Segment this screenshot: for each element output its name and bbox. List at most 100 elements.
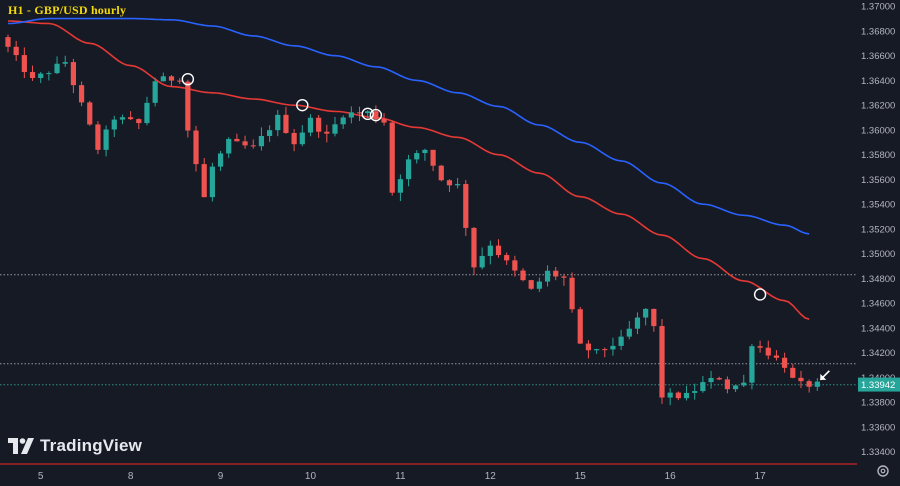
candle-body [226, 138, 232, 154]
candle-body [62, 62, 68, 64]
candle-body [790, 367, 796, 378]
candle [283, 106, 289, 134]
touch-marker [369, 108, 383, 122]
candle [618, 329, 624, 350]
candle-body [275, 114, 281, 131]
candle-body [765, 347, 771, 356]
candles [5, 34, 820, 406]
candle [667, 388, 673, 406]
candle-body [643, 308, 649, 318]
candle [610, 337, 616, 356]
candle [242, 135, 248, 149]
candle [602, 347, 608, 358]
candle [405, 154, 412, 187]
candle-body [610, 345, 616, 350]
candle [782, 352, 788, 373]
price-tag-label: 1.33942 [861, 380, 895, 391]
candle [365, 110, 371, 119]
candle-body [193, 130, 199, 165]
candle-body [471, 227, 477, 268]
touch-markers [181, 72, 830, 381]
candle-body [136, 119, 142, 124]
candle [275, 109, 281, 137]
touch-marker [296, 98, 309, 112]
candle-body [177, 80, 183, 82]
candle [692, 383, 698, 400]
candle-body [185, 81, 191, 131]
candle [561, 273, 567, 286]
candle-body [78, 85, 85, 103]
candle-body [463, 184, 469, 228]
candle [185, 79, 191, 138]
candle [724, 376, 730, 394]
candle-body [479, 255, 485, 268]
candle [790, 364, 796, 379]
candle [144, 96, 150, 126]
candle [356, 106, 363, 122]
arrow-icon [819, 370, 830, 381]
x-tick-label: 10 [305, 471, 317, 482]
candle-body [422, 149, 428, 154]
candle-body [291, 132, 297, 145]
candle [70, 58, 76, 94]
candle-body [577, 309, 583, 344]
candle [5, 34, 11, 53]
candle-body [536, 281, 542, 289]
y-tick-label: 1.35800 [861, 150, 895, 161]
candle [487, 240, 493, 265]
candle [430, 149, 436, 171]
candle [773, 350, 780, 361]
y-tick-label: 1.36000 [861, 125, 895, 136]
candle [152, 77, 158, 107]
candle [438, 164, 444, 182]
candle-body [708, 378, 714, 383]
candle [226, 137, 232, 158]
candle-body [741, 382, 747, 386]
candle [332, 116, 338, 137]
touch-marker [361, 107, 374, 121]
candle-body [683, 392, 690, 399]
candle-body [21, 55, 27, 73]
candle-body [332, 124, 338, 134]
gear-icon[interactable] [876, 464, 890, 478]
candle-body [487, 245, 493, 256]
candle-body [773, 355, 780, 358]
arrow-head [820, 373, 827, 380]
candle [54, 56, 60, 75]
candle-body [798, 377, 804, 382]
candle [544, 265, 551, 287]
candle-body [626, 328, 632, 337]
y-tick-label: 1.36800 [861, 26, 895, 37]
y-tick-label: 1.35000 [861, 249, 895, 260]
candle-body [732, 385, 739, 390]
candle-body [201, 164, 207, 198]
horizontal-levels [0, 274, 857, 386]
candle [446, 179, 453, 192]
candle [651, 308, 657, 332]
candle-body [806, 381, 812, 387]
candle [160, 72, 166, 82]
candle-body [54, 63, 60, 74]
x-tick-label: 12 [485, 471, 497, 482]
candle [111, 115, 117, 138]
ma-blue-line [7, 17, 810, 235]
candle-body [569, 277, 575, 310]
candle-body [389, 122, 395, 193]
candle [814, 378, 820, 391]
candle [95, 121, 101, 155]
candle [553, 266, 559, 281]
candle [683, 385, 690, 401]
candle-body [651, 308, 657, 327]
candle [307, 114, 314, 137]
candle-body [561, 276, 567, 278]
candle [193, 125, 199, 172]
candle-body [234, 138, 240, 142]
x-tick-label: 15 [575, 471, 587, 482]
moving-averages [7, 17, 810, 320]
candle [569, 272, 575, 313]
candle [29, 65, 36, 81]
candle-body [242, 141, 248, 146]
candle-body [634, 317, 641, 329]
